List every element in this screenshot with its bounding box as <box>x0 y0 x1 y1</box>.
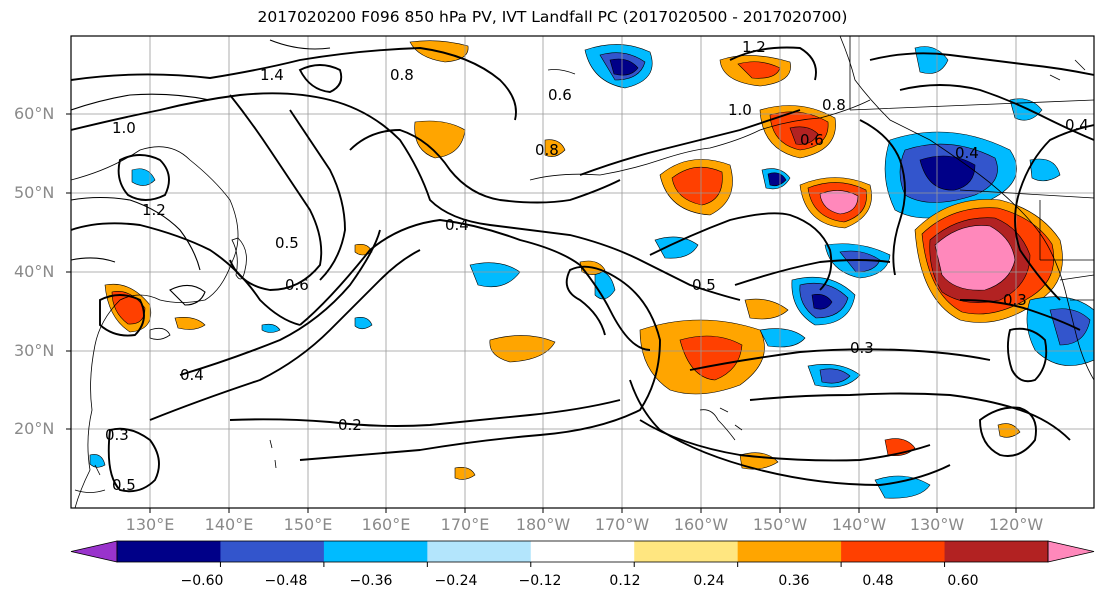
contour-label: 0.6 <box>285 276 309 294</box>
contour-label: 1.2 <box>742 38 766 56</box>
contour-label: 1.0 <box>728 101 752 119</box>
colorbar-tick-label: −0.36 <box>349 573 393 589</box>
map-title: 2017020200 F096 850 hPa PV, IVT Landfall… <box>257 8 848 26</box>
lon-label: 130°W <box>909 515 965 534</box>
contour-label: 0.6 <box>800 131 824 149</box>
lat-label: 20°N <box>14 419 55 438</box>
lon-label: 140°E <box>204 515 254 534</box>
contour-label: 0.3 <box>850 339 874 357</box>
contour-label: 0.8 <box>822 96 846 114</box>
contour-label-group: 1.4 1.2 1.0 0.8 0.6 0.5 0.4 0.4 0.5 0.3 … <box>105 38 1089 494</box>
lon-label: 130°E <box>125 515 175 534</box>
contour-label: 1.4 <box>260 66 284 84</box>
colorbar-segment <box>737 541 842 562</box>
lon-label: 170°E <box>440 515 490 534</box>
pv-contours-thin <box>71 39 331 306</box>
colorbar-frame <box>116 540 1049 563</box>
contour-label: 0.2 <box>338 416 362 434</box>
lon-label: 180°W <box>515 515 571 534</box>
colorbar <box>70 540 1095 567</box>
pv-contours <box>71 46 1094 493</box>
lat-label: 40°N <box>14 262 55 281</box>
colorbar-segment <box>427 541 532 562</box>
colorbar-tick-label: −0.24 <box>434 573 478 589</box>
contour-label: 0.4 <box>955 144 979 162</box>
lon-label: 140°W <box>831 515 887 534</box>
colorbar-tick-label: −0.60 <box>180 573 224 589</box>
contour-label: 0.3 <box>105 426 129 444</box>
lon-label: 160°W <box>673 515 729 534</box>
colorbar-segment <box>841 541 946 562</box>
graticule <box>71 36 1094 508</box>
colorbar-tick-label: 0.48 <box>862 573 894 589</box>
colorbar-tick-label: 0.24 <box>693 573 725 589</box>
contour-label: 0.8 <box>390 66 414 84</box>
lat-label: 30°N <box>14 341 55 360</box>
lon-label: 150°E <box>283 515 333 534</box>
contour-label: 0.6 <box>548 86 572 104</box>
colorbar-segment <box>323 541 428 562</box>
contour-label: 0.3 <box>1003 291 1027 309</box>
contour-label: 0.5 <box>112 476 136 494</box>
colorbar-tick-label: 0.60 <box>947 573 979 589</box>
colorbar-tick-label: 0.12 <box>609 573 641 589</box>
lon-label: 160°E <box>361 515 411 534</box>
axis-ticks <box>66 113 1017 513</box>
contour-label: 0.4 <box>180 366 204 384</box>
lat-label: 50°N <box>14 183 55 202</box>
colorbar-tick-label: −0.12 <box>518 573 562 589</box>
contour-label: 0.5 <box>692 276 716 294</box>
colorbar-tick-label: 0.36 <box>778 573 810 589</box>
colorbar-tick-label: −0.48 <box>264 573 308 589</box>
colorbar-segment <box>944 541 1049 562</box>
contour-label: 0.4 <box>1065 116 1089 134</box>
contour-label: 1.0 <box>112 119 136 137</box>
lat-label: 60°N <box>14 104 55 123</box>
colorbar-extend-max <box>1047 540 1095 563</box>
coastlines <box>71 36 1094 508</box>
colorbar-segment <box>220 541 325 562</box>
colorbar-segment <box>117 541 221 562</box>
colorbar-segment <box>530 541 635 562</box>
colorbar-extend-min <box>70 540 118 563</box>
contour-label: 0.4 <box>445 216 469 234</box>
contour-label: 1.2 <box>142 201 166 219</box>
lon-label: 170°W <box>594 515 650 534</box>
colorbar-segment <box>634 541 739 562</box>
contour-label: 0.8 <box>535 141 559 159</box>
lon-label: 120°W <box>988 515 1044 534</box>
contour-label: 0.5 <box>275 234 299 252</box>
lon-label: 150°W <box>752 515 808 534</box>
